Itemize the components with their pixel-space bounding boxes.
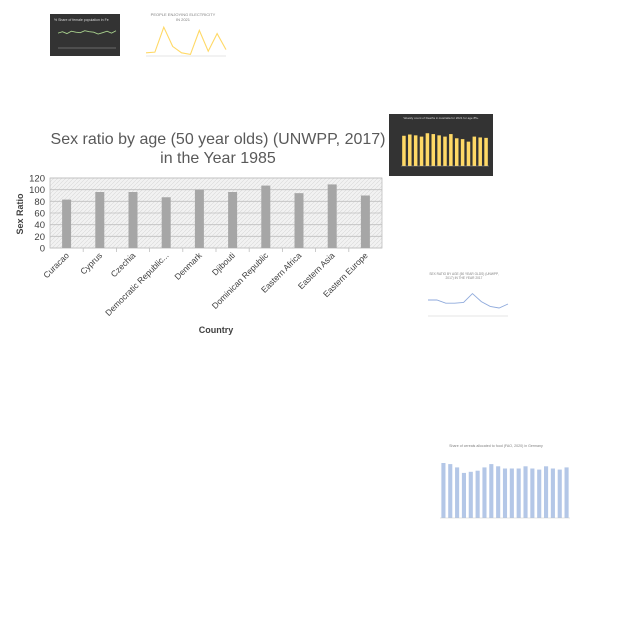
thumbnail-bar (455, 467, 460, 518)
thumbnail-bar (530, 468, 535, 518)
thumbnail-series-line (57, 30, 117, 35)
chart-title-line2: in the Year 1985 (160, 150, 276, 167)
thumbnail-title-line1: PEOPLE ENJOYING ELECTRICITY (151, 12, 216, 17)
thumbnail-female-population-svg: % Share of female population in Fe (50, 14, 120, 56)
thumbnail-bar (449, 134, 453, 166)
thumbnail-bar (466, 141, 471, 166)
bar (128, 192, 138, 248)
thumbnail-bar (461, 472, 466, 518)
thumbnail-bar (484, 137, 488, 166)
thumbnail-bar (472, 136, 477, 166)
thumbnail-series-line (145, 25, 227, 56)
thumbnail-bar (425, 133, 430, 166)
thumbnail-bar (441, 463, 446, 518)
thumbnail-bar (431, 134, 436, 166)
y-tick-label: 0 (40, 244, 45, 255)
y-tick-label: 40 (34, 220, 45, 231)
x-tick-label: Curacao (41, 250, 71, 280)
thumbnail-title: Weekly count of Deaths in Australia for … (403, 116, 478, 120)
thumbnail-bar (448, 464, 453, 518)
y-tick-label: 60 (34, 209, 45, 220)
thumbnail-electricity-svg: PEOPLE ENJOYING ELECTRICITY IN 2021 (136, 10, 230, 72)
thumbnail-bar (509, 468, 514, 518)
bar (294, 193, 304, 248)
x-tick-label: Cyprus (78, 250, 104, 276)
thumbnail-bar (454, 138, 459, 166)
thumbnail-chart-cereals: Share of cereals allocated to food (FAO,… (418, 440, 574, 540)
chart-title-line1: Sex ratio by age (50 year olds) (UNWPP, … (51, 131, 386, 148)
thumbnail-bar (544, 466, 549, 518)
y-tick-label: 100 (29, 185, 45, 196)
x-tick-label: Denmark (172, 250, 204, 282)
thumbnail-bar (496, 466, 501, 518)
thumbnail-bar (478, 137, 482, 166)
thumbnail-series-line (428, 292, 509, 309)
thumbnail-bar (468, 471, 473, 518)
thumbnail-bar (413, 135, 418, 166)
thumbnail-bar (408, 134, 412, 166)
thumbnail-title-line2: 2017) IN THE YEAR 2017 (446, 276, 483, 280)
bar (360, 195, 370, 248)
bar (161, 197, 171, 248)
thumbnail-title-line1: SEX RATIO BY AGE (50 YEAR OLDS) (UNWPP, (429, 272, 498, 276)
bar (228, 192, 238, 248)
y-axis-title: Sex Ratio (15, 193, 25, 235)
thumbnail-bar (557, 469, 562, 518)
bar (194, 189, 204, 248)
thumbnail-bar (516, 468, 521, 518)
thumbnail-cereals-svg: Share of cereals allocated to food (FAO,… (418, 440, 574, 540)
thumbnail-title: Share of cereals allocated to food (FAO,… (449, 444, 543, 448)
bar (327, 184, 337, 248)
thumbnail-bar (475, 470, 480, 518)
thumbnail-bar (537, 469, 542, 518)
thumbnail-background (50, 14, 120, 56)
thumbnail-weekly-deaths-svg: Weekly count of Deaths in Australia for … (389, 114, 493, 176)
y-tick-label: 80 (34, 197, 45, 208)
thumbnail-bar (402, 135, 406, 166)
main-bar-chart-svg: Sex ratio by age (50 year olds) (UNWPP, … (15, 131, 386, 335)
thumbnail-bar (482, 467, 487, 518)
thumbnail-bar (437, 135, 441, 166)
thumbnail-title: % Share of female population in Fe (54, 18, 109, 22)
thumbnail-bar (419, 136, 424, 166)
thumbnail-sex-ratio-2017-svg: SEX RATIO BY AGE (50 YEAR OLDS) (UNWPP, … (416, 270, 512, 338)
thumbnail-chart-sex-ratio-2017: SEX RATIO BY AGE (50 YEAR OLDS) (UNWPP, … (416, 270, 512, 338)
thumbnail-bar (550, 468, 555, 518)
x-tick-label: Djibouti (210, 250, 237, 277)
thumbnail-background (136, 10, 230, 72)
x-tick-label: Democratic Republic... (103, 250, 171, 318)
thumbnail-chart-female-population: % Share of female population in Fe (50, 14, 120, 56)
thumbnail-bar (564, 467, 569, 518)
bar (95, 192, 105, 248)
thumbnail-bar (523, 466, 528, 518)
bar (261, 185, 271, 248)
thumbnail-chart-electricity: PEOPLE ENJOYING ELECTRICITY IN 2021 (136, 10, 230, 72)
y-tick-label: 20 (34, 232, 45, 243)
thumbnail-bar (460, 139, 465, 166)
x-tick-label: Dominican Republic (210, 250, 271, 311)
y-tick-label: 120 (29, 174, 45, 185)
x-axis-title: Country (199, 325, 234, 335)
x-tick-label: Czechia (109, 250, 138, 279)
thumbnail-title-line2: IN 2021 (176, 17, 191, 22)
thumbnail-background (416, 270, 512, 338)
thumbnail-bar (443, 136, 447, 166)
main-bar-chart: Sex ratio by age (50 year olds) (UNWPP, … (0, 120, 400, 345)
thumbnail-bar (502, 468, 508, 518)
bar (62, 199, 72, 248)
thumbnail-bar (489, 464, 494, 518)
thumbnail-chart-weekly-deaths: Weekly count of Deaths in Australia for … (389, 114, 493, 176)
